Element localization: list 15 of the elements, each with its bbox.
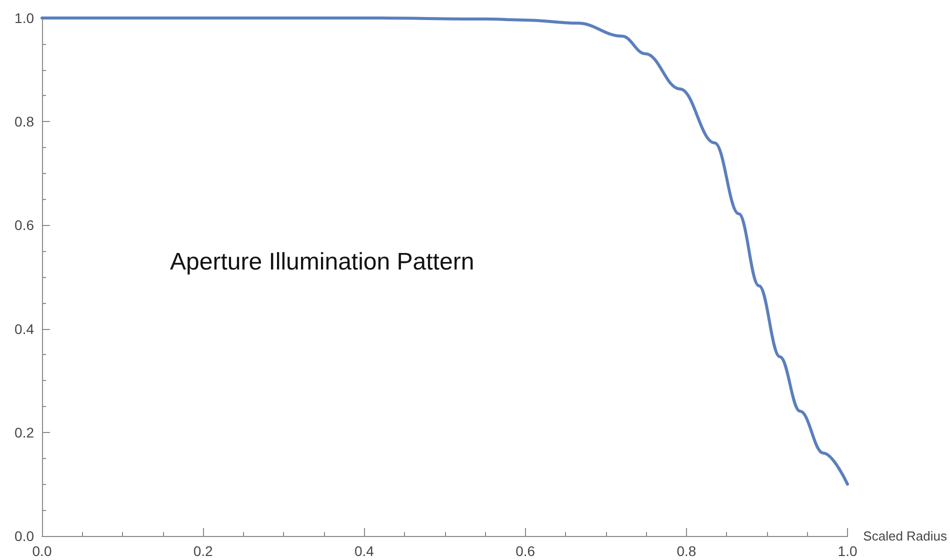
x-tick-label: 0.2 xyxy=(193,543,214,559)
y-tick-label: 0.2 xyxy=(14,424,34,440)
y-tick-label: 0.8 xyxy=(14,114,34,130)
x-axis-title: Scaled Radius xyxy=(863,528,948,544)
x-tick-label: 0.8 xyxy=(676,543,696,559)
y-tick-label: 0.0 xyxy=(14,528,34,544)
line-series xyxy=(40,16,850,486)
y-tick-label: 0.4 xyxy=(14,320,34,337)
y-tick-label: 0.6 xyxy=(14,217,34,234)
y-tick-label: 1.0 xyxy=(14,10,34,26)
x-tick-label: 0.0 xyxy=(32,543,52,559)
x-tick-label: 1.0 xyxy=(838,543,858,559)
text: Aperture Illumination Pattern xyxy=(170,248,474,276)
x-tick-label: 0.6 xyxy=(516,543,536,559)
x-tick-label: 0.4 xyxy=(354,543,374,559)
